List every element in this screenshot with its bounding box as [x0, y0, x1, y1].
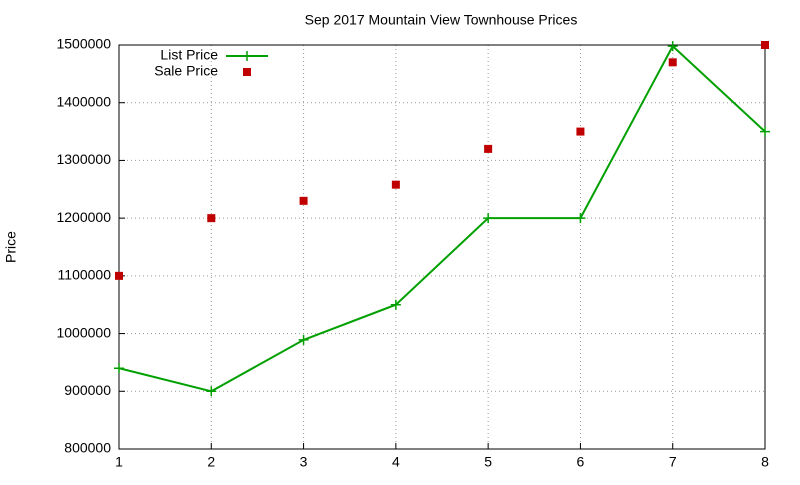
point [760, 126, 770, 137]
y-tick-label: 1300000 [56, 151, 111, 167]
x-tick-label: 4 [392, 454, 400, 470]
point [114, 363, 124, 374]
y-tick-label: 900000 [64, 382, 111, 398]
point [483, 213, 494, 224]
point [668, 58, 677, 67]
x-tick-label: 3 [300, 454, 308, 470]
y-tick-label: 1400000 [56, 93, 111, 109]
point [390, 299, 401, 310]
x-tick-label: 6 [577, 454, 585, 470]
line [118, 44, 766, 393]
y-tick-label: 1200000 [56, 209, 111, 225]
legend-marker [242, 51, 252, 61]
x-tick-label: 1 [115, 454, 123, 470]
point [391, 180, 400, 189]
plot-frame [118, 44, 766, 450]
y-tick-label: 1500000 [56, 36, 111, 52]
y-tick-label: 800000 [64, 440, 111, 456]
point [115, 271, 123, 280]
chart-title: Sep 2017 Mountain View Townhouse Prices [305, 12, 578, 28]
legend-marker [243, 68, 251, 76]
legend-label: Sale Price [154, 63, 218, 79]
y-axis-label: Price [3, 231, 19, 263]
point [298, 334, 309, 345]
point [206, 386, 217, 397]
legend-label: List Price [160, 47, 218, 63]
y-tick-label: 1100000 [58, 267, 112, 283]
point [575, 213, 586, 224]
point [484, 144, 493, 153]
x-tick-label: 2 [207, 454, 215, 470]
x-tick-label: 8 [761, 454, 769, 470]
point [207, 214, 216, 223]
point [299, 196, 308, 205]
y-tick-label: 1000000 [56, 324, 111, 340]
point [576, 127, 585, 136]
point [761, 41, 769, 49]
x-tick-label: 5 [484, 454, 492, 470]
point [667, 41, 678, 52]
x-tick-label: 7 [669, 454, 677, 470]
